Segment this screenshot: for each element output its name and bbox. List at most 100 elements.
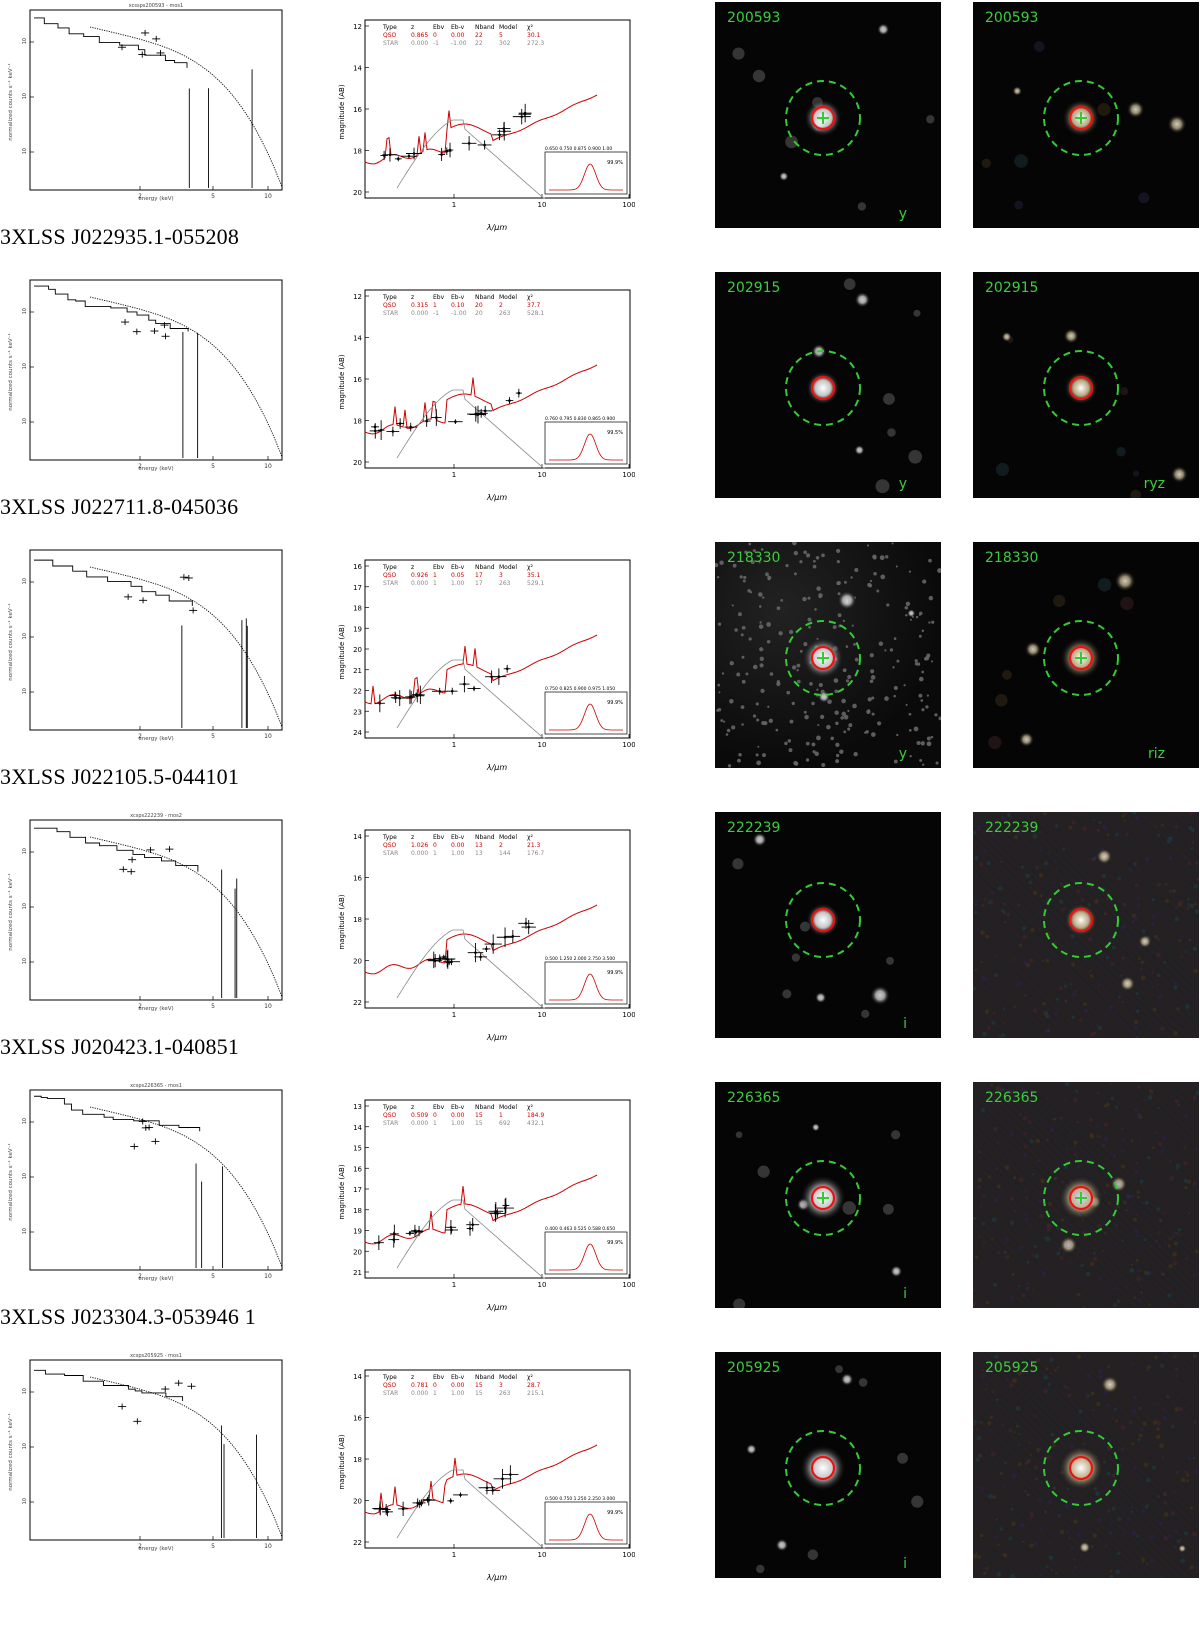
sed-legend-header: z — [411, 1374, 414, 1381]
sed-legend-qso: QSO — [383, 1382, 397, 1389]
cutout-source-id: 205925 — [727, 1360, 781, 1376]
sed-legend-qso: 0.00 — [451, 1382, 465, 1389]
xray-xlabel: energy (keV) — [138, 1546, 173, 1552]
sed-legend-header: z — [411, 294, 414, 301]
sed-legend-qso: QSO — [383, 32, 397, 39]
sed-xlabel: λ/μm — [486, 493, 508, 502]
sed-legend-qso: 0.10 — [451, 302, 465, 309]
sed-photometry-point — [485, 1486, 489, 1490]
xray-model-curve — [89, 836, 283, 998]
sed-ytick: 23 — [353, 708, 362, 716]
sed-xtick: 1 — [452, 471, 456, 479]
sed-photometry-point — [491, 942, 495, 946]
sed-photometry-point — [413, 1229, 417, 1233]
sed-ytick: 14 — [353, 335, 362, 343]
sed-legend-qso: 0.00 — [451, 842, 465, 849]
sed-xtick: 100 — [622, 741, 635, 749]
sed-photometry-point — [401, 1507, 405, 1511]
sed-ytick: 15 — [353, 1145, 362, 1153]
sed-legend-qso: 5 — [499, 32, 503, 39]
color-composite-cutout: 202915 ryz — [973, 272, 1199, 498]
sed-legend-header: χ² — [527, 564, 533, 571]
sed-legend-qso: QSO — [383, 1112, 397, 1119]
xray-spectrum-plot: normalized counts s⁻¹ keV⁻¹ energy (keV)2… — [7, 549, 283, 742]
xray-xlabel: energy (keV) — [138, 1006, 173, 1012]
sed-legend-header: χ² — [527, 834, 533, 841]
sed-legend-header: Type — [382, 1374, 397, 1381]
sed-photometry-point — [483, 143, 486, 147]
sed-legend-star: 0.000 — [411, 40, 428, 47]
sed-photometry-point — [479, 955, 482, 959]
sed-legend-star: 302 — [499, 40, 511, 47]
sed-photometry-point — [498, 133, 501, 137]
sed-xtick: 1 — [452, 1011, 456, 1019]
sed-legend-qso: 37.7 — [527, 302, 541, 309]
search-radius-circle — [785, 882, 861, 958]
sed-photometry-point — [527, 925, 530, 929]
sed-legend-header: χ² — [527, 24, 533, 31]
counterpart-circle — [810, 907, 836, 933]
cutout-source-id: 226365 — [727, 1090, 781, 1106]
counterpart-circle — [810, 1185, 836, 1211]
search-radius-circle — [785, 350, 861, 426]
sed-photometry-point — [494, 1209, 498, 1213]
sed-xtick: 1 — [452, 1281, 456, 1289]
sed-photometry-point — [442, 955, 446, 959]
sed-ylabel: magnitude (AB) — [338, 354, 346, 409]
sed-legend-star: 0.000 — [411, 1390, 428, 1397]
sed-star-model — [396, 119, 546, 199]
cutout-band-label: y — [898, 206, 907, 222]
sed-legend-star: 17 — [475, 580, 483, 587]
color-composite-cutout: 218330 riz — [973, 542, 1199, 768]
xray-data-steps — [34, 285, 189, 332]
sed-xtick: 100 — [622, 1551, 635, 1559]
sed-legend-star: 692 — [499, 1120, 511, 1127]
counterpart-circle — [810, 105, 836, 131]
sed-photometry-point — [523, 112, 527, 116]
xray-title: xcsps205925 - mos1 — [130, 1353, 182, 1359]
sed-legend-qso: 0.315 — [411, 302, 428, 309]
sed-inset-percent: 99.9% — [607, 1510, 623, 1516]
sed-inset-percent: 99.9% — [607, 1240, 623, 1246]
single-band-cutout: 218330 y — [715, 542, 941, 768]
xray-xtick: 2 — [138, 1003, 142, 1010]
sed-legend-qso: 22 — [475, 32, 483, 39]
sed-ytick: 19 — [353, 1228, 362, 1236]
neighbour-source — [1178, 1544, 1187, 1553]
sed-legend-star: STAR — [383, 310, 398, 317]
sed-photometry-point — [412, 152, 416, 155]
sed-ytick: 14 — [353, 833, 362, 841]
sed-ytick: 18 — [353, 1207, 362, 1215]
sed-xtick: 1 — [452, 1551, 456, 1559]
sed-legend-header: Nband — [475, 564, 495, 571]
sed-inset-percent: 99.9% — [607, 700, 623, 706]
sed-ylabel: magnitude (AB) — [338, 1434, 346, 1489]
sed-qso-model — [364, 904, 598, 975]
sed-star-model — [396, 1199, 546, 1279]
sed-legend-star: STAR — [383, 1390, 398, 1397]
neighbour-source — [1138, 934, 1152, 949]
counterpart-circle — [1068, 1455, 1094, 1481]
sed-photometry-point — [485, 947, 488, 951]
xray-ytick: 10 — [22, 1173, 28, 1179]
sed-legend-qso: 0.781 — [411, 1382, 428, 1389]
xray-spectrum-plot: xcsps226365 - mos1 normalized counts s⁻¹ … — [7, 1083, 283, 1282]
sed-legend-star: 529.1 — [527, 580, 544, 587]
sed-ytick: 18 — [353, 605, 362, 613]
sed-legend-header: Nband — [475, 24, 495, 31]
sed-legend-qso: 2 — [499, 842, 503, 849]
xray-ytick: 10 — [22, 848, 28, 854]
sed-legend-header: z — [411, 24, 414, 31]
sed-legend-header: χ² — [527, 294, 533, 301]
sed-ytick: 21 — [353, 667, 362, 675]
source-name-label: 3XLSS J022711.8-045036 — [0, 494, 239, 519]
sed-legend-qso: 17 — [475, 572, 483, 579]
sed-photometry-point — [448, 148, 452, 152]
sed-photometry-point — [468, 1227, 472, 1230]
counterpart-circle — [1068, 105, 1094, 131]
counterpart-circle — [810, 1455, 836, 1481]
cutout-band-label: ryz — [1143, 476, 1165, 492]
xray-model-curve — [89, 26, 283, 188]
sed-xlabel: λ/μm — [486, 223, 508, 232]
